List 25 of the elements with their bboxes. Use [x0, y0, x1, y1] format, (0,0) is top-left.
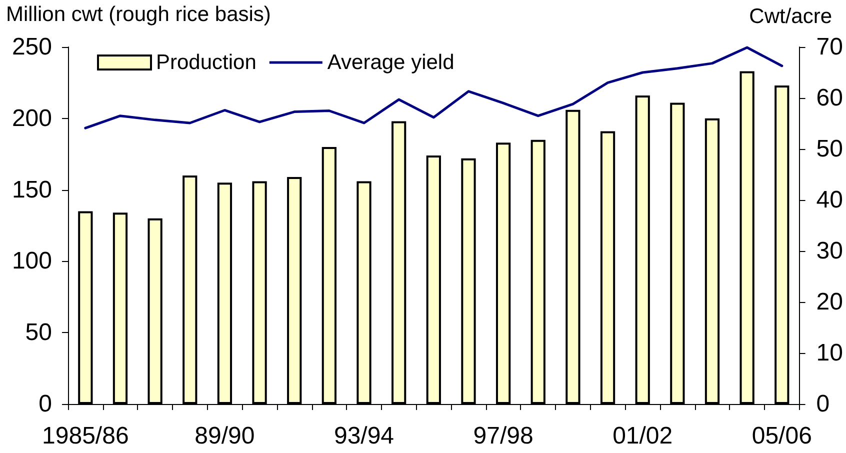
y2-tick-label: 30	[816, 238, 844, 264]
y-axis-title: Million cwt (rough rice basis)	[6, 3, 271, 26]
y2-tick-label: 50	[816, 136, 844, 162]
x-tick-label: 97/98	[473, 422, 534, 450]
y2-tick-label: 20	[816, 288, 844, 316]
x-tick-label: 05/06	[752, 422, 812, 450]
legend-label: Production	[156, 51, 256, 74]
x-tick-label: 89/90	[194, 422, 255, 450]
y-tick-label: 250	[12, 34, 52, 60]
y-tick-label: 100	[12, 248, 52, 275]
y-tick-label: 50	[25, 319, 52, 346]
y2-tick-label: 0	[816, 390, 830, 418]
line-series	[84, 46, 784, 130]
y2-tick-label: 60	[816, 84, 844, 112]
y2-axis-title: Cwt/acre	[749, 5, 832, 28]
y-tick-label: 150	[12, 176, 52, 204]
y-tick-label: 0	[38, 390, 52, 418]
y2-tick-label: 70	[816, 34, 844, 60]
x-tick-label: 93/94	[334, 422, 394, 450]
x-tick-label: 1985/86	[42, 422, 129, 450]
x-tick-label: 01/02	[612, 422, 673, 450]
y-tick-label: 200	[12, 104, 52, 132]
legend-label: Average yield	[327, 51, 454, 74]
y2-tick-label: 40	[816, 186, 844, 214]
y2-tick-label: 10	[816, 340, 844, 366]
